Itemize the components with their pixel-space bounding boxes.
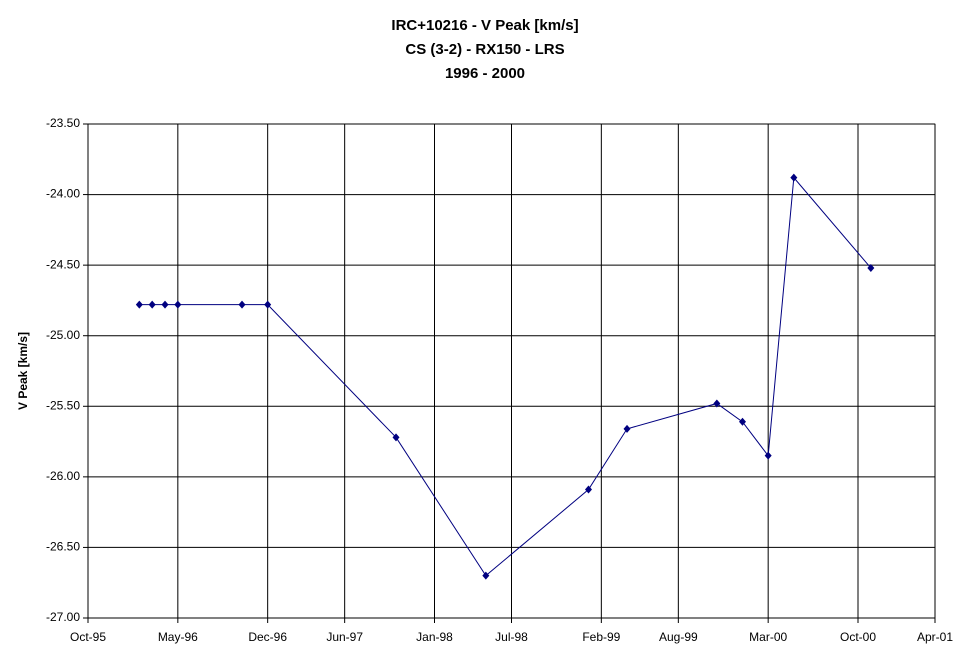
x-tick-label: Oct-00	[840, 630, 876, 644]
chart-title: IRC+10216 - V Peak [km/s]	[391, 17, 578, 34]
x-tick-label: Apr-01	[917, 630, 953, 644]
y-tick-label: -24.50	[46, 257, 80, 271]
y-tick-label: -27.00	[46, 610, 80, 624]
data-point	[623, 424, 631, 433]
x-tick-label: Aug-99	[659, 630, 698, 644]
data-point	[764, 451, 772, 460]
x-tick-label: Oct-95	[70, 630, 106, 644]
data-point	[238, 300, 246, 309]
data-point	[739, 417, 746, 426]
data-point	[867, 263, 875, 272]
chart-subtitle: 1996 - 2000	[445, 65, 525, 82]
x-tick-label: Jun-97	[326, 630, 363, 644]
data-point	[174, 300, 182, 309]
y-tick-label: -24.00	[46, 187, 80, 201]
y-tick-label: -25.00	[46, 328, 80, 342]
y-axis-label: V Peak [km/s]	[16, 332, 30, 410]
y-tick-label: -23.50	[46, 116, 80, 130]
data-point	[482, 571, 490, 580]
data-point	[264, 300, 272, 309]
x-tick-label: Jan-98	[416, 630, 453, 644]
y-tick-label: -26.50	[46, 540, 80, 554]
data-point	[392, 433, 400, 442]
chart-subtitle: CS (3-2) - RX150 - LRS	[405, 41, 564, 58]
data-point	[148, 300, 156, 309]
data-point	[161, 300, 169, 309]
y-tick-label: -25.50	[46, 398, 80, 412]
x-tick-label: May-96	[158, 630, 198, 644]
data-point	[135, 300, 143, 309]
y-tick-label: -26.00	[46, 469, 80, 483]
data-point	[790, 173, 798, 182]
data-point	[585, 485, 592, 494]
x-tick-label: Dec-96	[248, 630, 287, 644]
x-tick-label: Mar-00	[749, 630, 787, 644]
x-tick-label: Jul-98	[495, 630, 528, 644]
data-point	[713, 399, 721, 408]
x-tick-label: Feb-99	[582, 630, 620, 644]
